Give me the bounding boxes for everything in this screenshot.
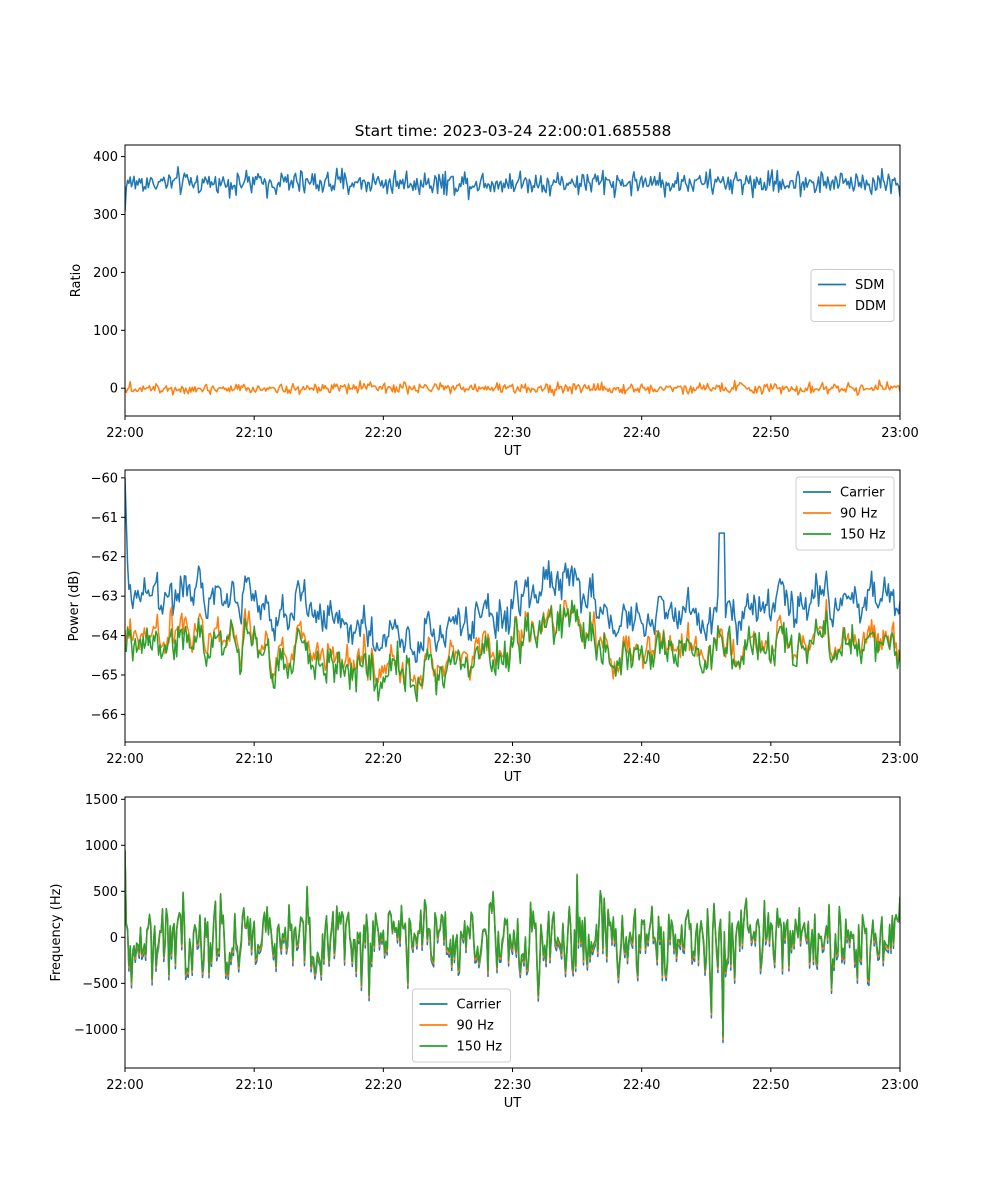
y-tick-label: 1000 <box>85 839 118 854</box>
y-tick-label: −1000 <box>74 1023 118 1038</box>
y-axis-label: Power (dB) <box>67 571 82 642</box>
x-tick-label: 23:00 <box>881 1078 918 1093</box>
series-line-ddm <box>125 379 900 397</box>
legend-box <box>412 988 511 1063</box>
x-axis-label: UT <box>504 444 522 459</box>
x-tick-label: 23:00 <box>881 426 918 441</box>
legend-label: DDM <box>855 299 886 314</box>
y-tick-label: −66 <box>91 708 118 723</box>
x-tick-label: 22:20 <box>365 1078 402 1093</box>
x-tick-label: 22:00 <box>106 1078 143 1093</box>
series-line-150-hz <box>125 599 900 703</box>
y-tick-label: −64 <box>91 629 118 644</box>
y-tick-label: −61 <box>91 511 118 526</box>
series-lines <box>125 477 900 703</box>
series-line-carrier <box>125 477 900 663</box>
x-tick-label: 22:20 <box>365 426 402 441</box>
series-line-sdm <box>125 166 900 212</box>
x-tick-label: 22:30 <box>494 1078 531 1093</box>
x-tick-label: 22:10 <box>235 426 272 441</box>
x-tick-label: 22:40 <box>623 1078 660 1093</box>
series-lines <box>125 849 900 1044</box>
y-tick-label: 200 <box>93 266 118 281</box>
x-tick-label: 22:00 <box>106 752 143 767</box>
legend-label: 150 Hz <box>457 1040 503 1055</box>
y-tick-label: 0 <box>110 931 118 946</box>
y-tick-label: −65 <box>91 668 118 683</box>
x-tick-label: 23:00 <box>881 752 918 767</box>
y-axis-label: Ratio <box>69 264 84 297</box>
legend-label: Carrier <box>457 998 502 1013</box>
y-axis-label: Frequency (Hz) <box>49 883 64 981</box>
x-tick-label: 22:30 <box>494 426 531 441</box>
ratio-panel: 22:00 22:10 22:20 22:30 22:40 22:50 23:00 0 100 2… <box>69 144 919 459</box>
x-tick-label: 22:40 <box>623 752 660 767</box>
x-axis-label: UT <box>504 770 522 785</box>
x-tick-label: 22:40 <box>623 426 660 441</box>
legend-box <box>795 476 895 551</box>
legend-label: SDM <box>855 278 884 293</box>
y-tick-label: −63 <box>91 590 118 605</box>
power-panel: 22:00 22:10 22:20 22:30 22:40 22:50 23:00 −66 −6… <box>67 469 919 785</box>
legend-label: 90 Hz <box>840 507 877 522</box>
y-tick-label: 300 <box>93 208 118 223</box>
x-tick-label: 22:50 <box>752 1078 789 1093</box>
legend: Carrier 90 Hz 150 Hz <box>795 476 895 551</box>
x-tick-label: 22:10 <box>235 1078 272 1093</box>
legend: Carrier 90 Hz 150 Hz <box>412 988 511 1063</box>
x-tick-label: 22:30 <box>494 752 531 767</box>
y-tick-label: 400 <box>93 150 118 165</box>
y-tick-label: −62 <box>91 550 118 565</box>
x-tick-label: 22:10 <box>235 752 272 767</box>
y-tick-label: 1500 <box>85 793 118 808</box>
legend-label: 150 Hz <box>840 528 886 543</box>
series-line-150-hz <box>125 849 900 1038</box>
x-tick-label: 22:50 <box>752 752 789 767</box>
y-tick-label: 500 <box>93 885 118 900</box>
frequency-panel: 22:00 22:10 22:20 22:30 22:40 22:50 23:00 −1000… <box>49 793 919 1111</box>
x-tick-label: 22:50 <box>752 426 789 441</box>
y-tick-label: −500 <box>82 977 118 992</box>
x-tick-label: 22:00 <box>106 426 143 441</box>
x-axis-label: UT <box>504 1096 522 1111</box>
series-lines <box>125 166 900 397</box>
x-tick-label: 22:20 <box>365 752 402 767</box>
legend: SDM DDM <box>810 269 895 322</box>
figure-title: Start time: 2023-03-24 22:00:01.685588 <box>355 122 672 140</box>
legend-label: Carrier <box>840 486 885 501</box>
y-tick-label: −60 <box>91 471 118 486</box>
y-tick-label: 0 <box>110 382 118 397</box>
y-tick-label: 100 <box>93 324 118 339</box>
legend-label: 90 Hz <box>457 1019 494 1034</box>
legend-box <box>810 269 895 322</box>
